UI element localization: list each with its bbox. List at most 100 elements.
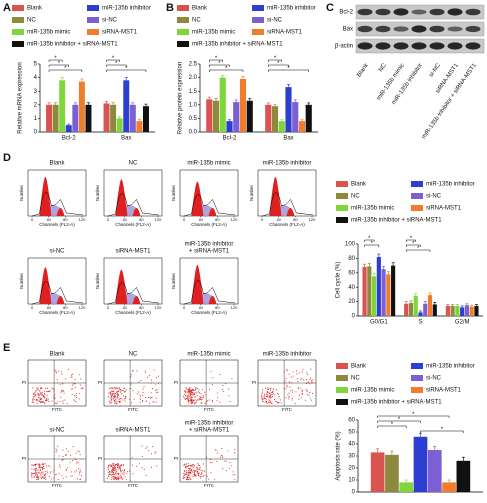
dot (53, 396, 55, 398)
error-bar (423, 301, 427, 304)
dot (36, 389, 38, 391)
x-axis-label: Channels (FL2-A) (39, 310, 75, 315)
dot (201, 388, 204, 390)
dot (36, 472, 38, 474)
dot (59, 401, 61, 403)
dot (196, 466, 198, 468)
dot (67, 451, 69, 453)
dot (41, 464, 43, 466)
dot (118, 476, 120, 478)
histogram-g2-peak (56, 295, 65, 304)
dot (55, 448, 57, 450)
dot (192, 476, 194, 478)
dot (193, 469, 195, 471)
dot (120, 398, 122, 400)
dot (267, 403, 269, 405)
blot-band (357, 42, 373, 50)
dot (193, 465, 195, 467)
error-bar (80, 78, 84, 82)
dot (141, 455, 143, 457)
dot (73, 395, 76, 397)
dot (186, 388, 188, 391)
histogram-outline (107, 282, 160, 305)
plot-title: miR-135b inhibitor (263, 352, 312, 358)
dot (186, 397, 188, 399)
y-axis-label: Number (95, 185, 100, 202)
dot-cloud (182, 447, 236, 481)
error-bar (404, 479, 408, 483)
dot (42, 466, 45, 468)
histogram-g2-peak (56, 207, 65, 216)
dot (40, 472, 42, 474)
dot (61, 458, 63, 460)
plot-title: miR-135b inhibitor (185, 421, 234, 427)
dot (118, 390, 120, 392)
dot (37, 387, 39, 389)
dot (148, 450, 150, 452)
dot (54, 402, 56, 404)
dot (38, 393, 40, 395)
dot (46, 465, 48, 467)
dot (207, 478, 209, 480)
dot (192, 401, 194, 403)
dot (184, 467, 187, 469)
x-tick-label: 0 (31, 217, 34, 222)
dot (114, 473, 116, 476)
dot (35, 399, 37, 401)
legend-label: NC (27, 18, 36, 24)
dot (192, 402, 194, 404)
dot (260, 396, 262, 398)
legend-swatch (87, 5, 99, 11)
dot (292, 371, 294, 373)
x-tick-label: 0 (31, 305, 34, 310)
histogram-outline (31, 192, 84, 217)
dot (146, 376, 148, 378)
dot (269, 392, 271, 394)
dot (57, 382, 59, 384)
dot (62, 477, 64, 479)
dot (200, 469, 202, 471)
dot (184, 477, 186, 479)
dot (71, 373, 73, 375)
dot (112, 464, 114, 466)
dot (267, 387, 269, 389)
dot (267, 391, 269, 393)
dot (186, 394, 188, 396)
blot-row-label: Bax (343, 27, 353, 33)
plot-title: + siRNA-MST1 (189, 249, 230, 255)
bar (413, 295, 418, 316)
dot (121, 469, 123, 472)
dot (191, 392, 193, 394)
y-axis-label: Number (249, 185, 254, 202)
dot (310, 368, 312, 370)
dot (36, 387, 38, 389)
dot (46, 470, 48, 472)
dot (76, 461, 78, 463)
histogram-outline (261, 192, 314, 217)
x-tick-label: 80 (215, 217, 220, 222)
error-bar (137, 119, 141, 122)
dot (294, 402, 296, 404)
dot (209, 458, 212, 460)
dot (119, 477, 121, 479)
significance-bracket (209, 59, 224, 62)
dot (264, 394, 266, 396)
dot (107, 471, 109, 473)
dot (269, 389, 272, 391)
significance-label: * (368, 236, 371, 242)
dot (39, 398, 41, 400)
panel-label: C (326, 2, 334, 14)
bar (72, 104, 79, 132)
x-axis-label: FITC (128, 407, 139, 412)
error-bar (372, 273, 376, 277)
dot (119, 469, 122, 471)
significance-bracket (106, 69, 147, 72)
significance-label: * (287, 66, 290, 72)
dot (195, 401, 197, 403)
dot (32, 399, 34, 401)
legend-swatch (411, 205, 423, 211)
dot (110, 399, 113, 401)
x-tick-label: 80 (139, 305, 144, 310)
dot (117, 397, 119, 399)
dot (150, 397, 152, 399)
